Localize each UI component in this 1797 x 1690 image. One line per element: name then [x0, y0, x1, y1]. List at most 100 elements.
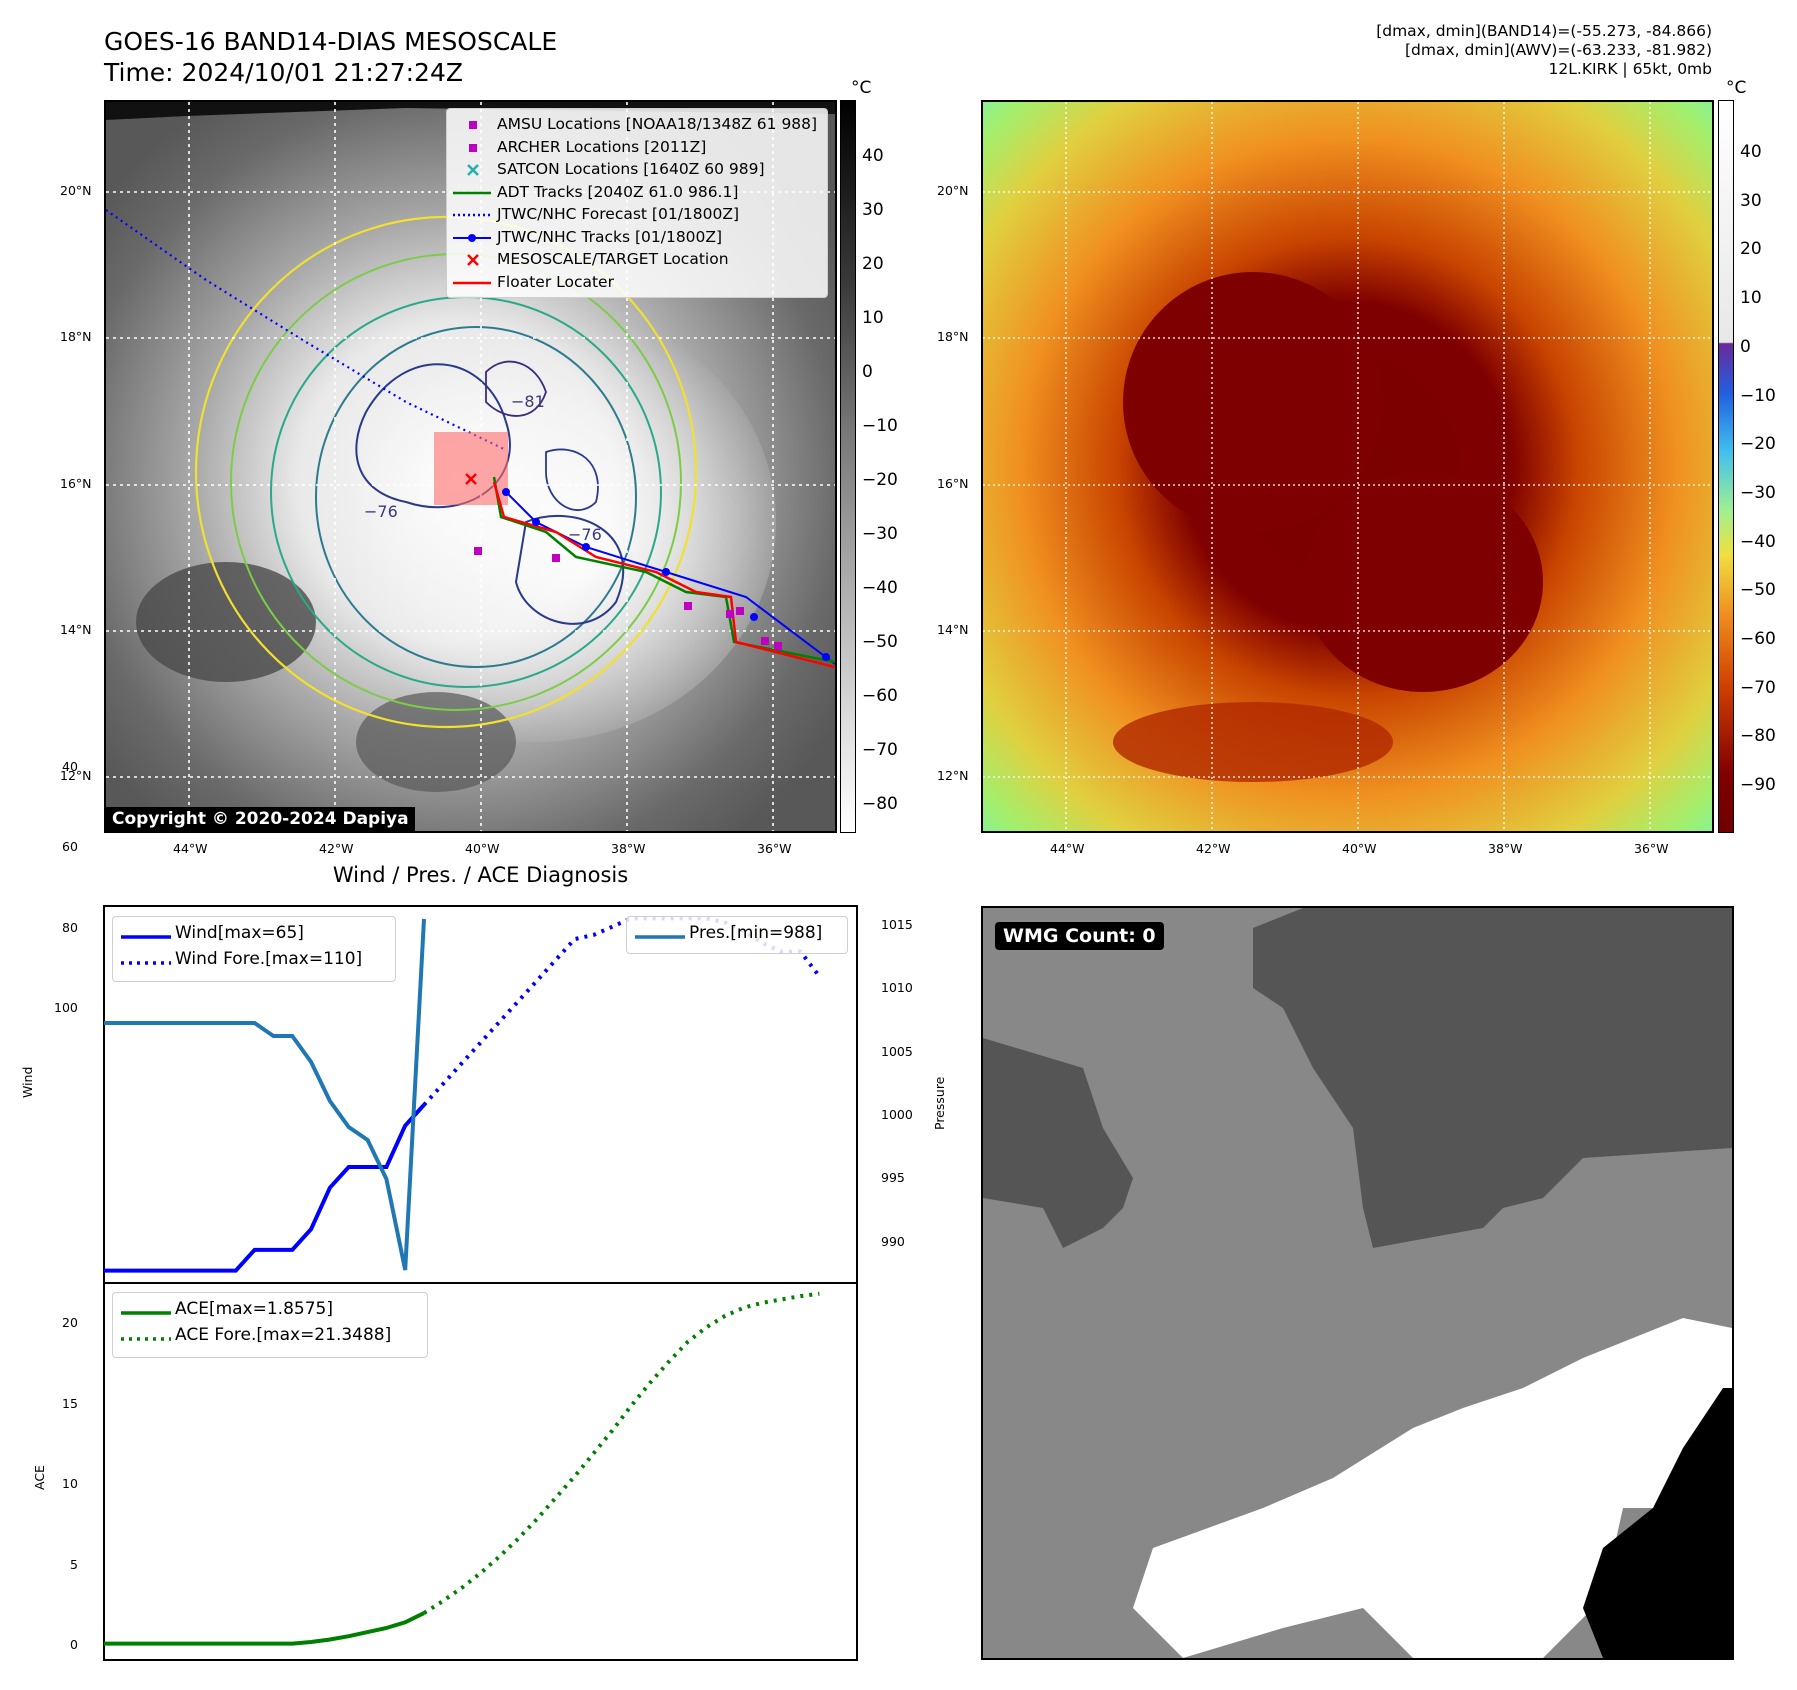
wind-tick: 40 [62, 759, 78, 774]
series-line-windmax [104, 1103, 426, 1273]
storm-info: 12L.KIRK | 65kt, 0mb [1548, 60, 1712, 78]
diag-svg [103, 905, 858, 1661]
legend-icon [451, 228, 495, 252]
jtwc-track [505, 491, 835, 665]
colorbar-ir-tick: −20 [862, 470, 898, 490]
map2-lon-tick: 42°W [1196, 841, 1231, 856]
colorbar-ir-tick: −40 [862, 578, 898, 598]
legend-entry: ARCHER Locations [2011Z] [497, 137, 707, 156]
ace-tick: 15 [62, 1396, 78, 1411]
copyright-label: Copyright © 2020-2024 Dapiya [106, 807, 415, 831]
colorbar-awv-tick: 40 [1740, 142, 1762, 162]
colorbar-ir-tick: −60 [862, 686, 898, 706]
wind-tick: 60 [62, 839, 78, 854]
awv-map-panel[interactable] [981, 100, 1714, 833]
legend-icon [451, 183, 495, 207]
colorbar-ir-tick: −50 [862, 632, 898, 652]
ace-tick: 10 [62, 1476, 78, 1491]
map2-lat-tick: 20°N [937, 183, 969, 198]
wmg-image [983, 908, 1732, 1658]
ace-tick: 5 [70, 1557, 78, 1572]
legend-ace-fore: ACE Fore.[max=21.3488] [175, 1325, 392, 1345]
title-line-2: Time: 2024/10/01 21:27:24Z [104, 58, 463, 87]
map2-lon-tick: 38°W [1488, 841, 1523, 856]
colorbar-ir-tick: −80 [862, 794, 898, 814]
colorbar-awv-tick: −10 [1740, 385, 1776, 406]
legend-entry: JTWC/NHC Forecast [01/1800Z] [497, 205, 740, 223]
legend-entry: ADT Tracks [2040Z 61.0 986.1] [497, 182, 739, 201]
diag-title: Wind / Pres. / ACE Diagnosis [332, 863, 629, 887]
amsu-archer-markers [474, 547, 782, 650]
colorbar-awv-tick: 10 [1740, 288, 1762, 309]
floater-track [492, 481, 835, 669]
wmg-panel[interactable]: WMG Count: 0 [981, 906, 1734, 1660]
colorbar-ir-tick: −10 [862, 416, 898, 436]
colorbar-awv [1718, 100, 1734, 833]
map1-lat-tick: 12°N [60, 768, 92, 783]
colorbar-ir-tick: 20 [862, 254, 884, 274]
map1-lon-tick: 36°W [757, 841, 792, 856]
map1-lat-tick: 20°N [60, 183, 92, 198]
pres-tick: 1005 [881, 1044, 913, 1059]
contour-label-3: −81 [511, 392, 545, 411]
map2-lon-tick: 40°W [1342, 841, 1377, 856]
legend-wind: Wind[max=65] [175, 923, 304, 943]
legend-icon [451, 115, 495, 139]
series-line-aceforemax [422, 1291, 820, 1615]
pres-tick: 1010 [881, 980, 913, 995]
colorbar-ir-unit: °C [851, 78, 872, 98]
series-line-acemax [104, 1611, 425, 1646]
map1-lat-tick: 14°N [60, 622, 92, 637]
map2-lat-tick: 16°N [937, 476, 969, 491]
awv-map-grid [983, 102, 1712, 831]
map1-lat-tick: 18°N [60, 329, 92, 344]
map1-lon-tick: 38°W [611, 841, 646, 856]
wind-tick: 100 [54, 1000, 78, 1015]
map2-lat-tick: 14°N [937, 622, 969, 637]
legend-pres: Pres.[min=988] [689, 923, 823, 943]
legend-icon [451, 138, 495, 162]
awv-map-image [983, 102, 1712, 831]
colorbar-ir-tick: 10 [862, 308, 884, 328]
pres-legend: Pres.[min=988] [626, 916, 848, 954]
map2-lat-tick: 18°N [937, 329, 969, 344]
legend-wind-fore: Wind Fore.[max=110] [175, 949, 363, 969]
colorbar-ir [840, 100, 856, 833]
map2-lat-tick: 12°N [937, 768, 969, 783]
wind-legend: Wind[max=65] Wind Fore.[max=110] [112, 916, 396, 982]
legend-entry: JTWC/NHC Tracks [01/1800Z] [497, 227, 723, 246]
stats-band14: [dmax, dmin](BAND14)=(-55.273, -84.866) [1376, 22, 1712, 40]
legend-entry: Floater Locater [497, 272, 614, 291]
map1-lon-tick: 42°W [319, 841, 354, 856]
colorbar-ir-tick: 0 [862, 362, 873, 382]
series-line-presmin [104, 918, 426, 1271]
map2-lon-tick: 36°W [1634, 841, 1669, 856]
stats-info: [dmax, dmin](BAND14)=(-55.273, -84.866) … [1376, 22, 1712, 79]
ace-tick: 20 [62, 1315, 78, 1330]
contour-label-1: −76 [364, 502, 398, 521]
pres-ylabel: Pressure [932, 1076, 947, 1130]
legend-icon [451, 205, 495, 229]
legend-icon [451, 160, 495, 184]
title-line-1: GOES-16 BAND14-DIAS MESOSCALE [104, 27, 558, 56]
colorbar-awv-unit: °C [1726, 78, 1747, 98]
figure-title: GOES-16 BAND14-DIAS MESOSCALE Time: 2024… [104, 26, 557, 88]
wind-tick: 80 [62, 920, 78, 935]
map-legend: AMSU Locations [NOAA18/1348Z 61 988] ARCH… [446, 108, 828, 298]
legend-icon [451, 250, 495, 274]
pres-tick: 1015 [881, 917, 913, 932]
ace-tick: 0 [70, 1637, 78, 1652]
target-marker [465, 473, 477, 485]
pres-tick: 990 [881, 1234, 905, 1249]
pres-tick: 995 [881, 1170, 905, 1185]
wind-ylabel: Wind [20, 1066, 35, 1098]
pres-tick: 1000 [881, 1107, 913, 1122]
colorbar-awv-tick: −70 [1740, 677, 1776, 698]
colorbar-ir-tick: 40 [862, 146, 884, 166]
colorbar-ir-tick: 30 [862, 200, 884, 220]
colorbar-awv-tick: −90 [1740, 775, 1776, 796]
legend-ace: ACE[max=1.8575] [175, 1299, 333, 1319]
legend-entry: MESOSCALE/TARGET Location [497, 250, 729, 268]
map1-lon-tick: 40°W [465, 841, 500, 856]
colorbar-awv-tick: −20 [1740, 434, 1776, 455]
